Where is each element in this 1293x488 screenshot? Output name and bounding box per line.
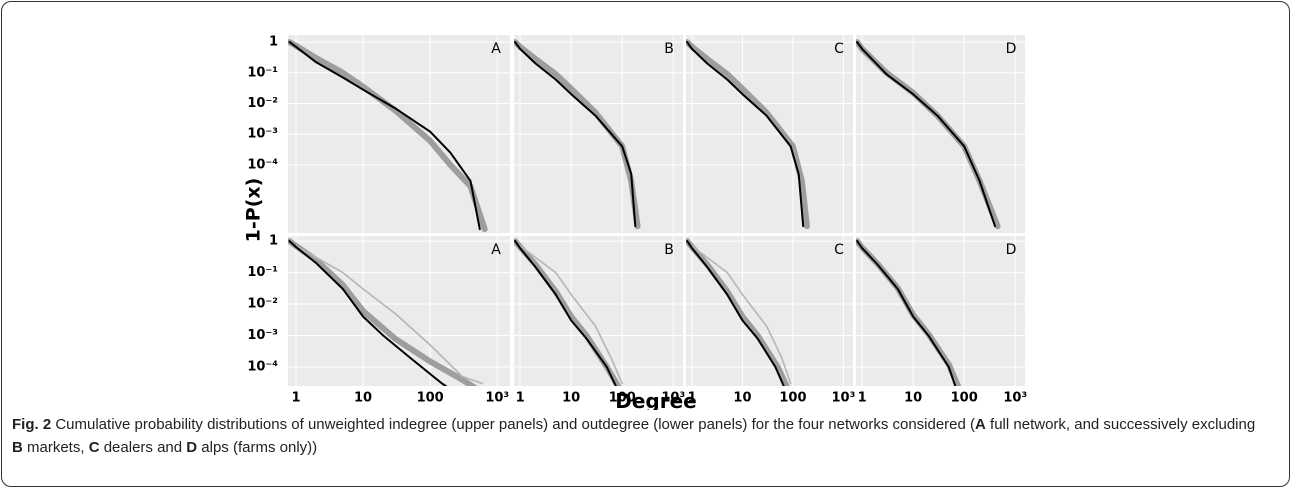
y-axis-label: 1-P(x) <box>243 178 265 243</box>
panel-label: D <box>1006 242 1017 258</box>
caption-text: Fig. 2 <box>12 416 52 433</box>
x-tick-label: 10³ <box>661 391 685 406</box>
x-tick-label: 100 <box>951 391 978 406</box>
series-line <box>514 39 641 230</box>
plot-area <box>514 238 624 386</box>
y-tick-label: 10⁻² <box>247 297 278 312</box>
y-tick-label: 10⁻⁴ <box>247 360 278 375</box>
panel-label: B <box>664 242 674 258</box>
panel-label: C <box>834 242 844 258</box>
x-tick-label: 10 <box>562 391 580 406</box>
caption-text: dealers and <box>99 439 187 456</box>
x-tick-label: 10³ <box>485 391 509 406</box>
y-tick-label: 1 <box>269 35 278 50</box>
plot-area <box>514 39 641 230</box>
chart: 1-P(x) Degree 1 10⁻¹ 10⁻² 10⁻³ 10⁻⁴ A B C D 1 10 10… <box>243 35 1028 410</box>
plot-area <box>856 39 1001 230</box>
series-line <box>856 41 996 228</box>
plot-area <box>288 238 484 386</box>
caption-text: A <box>975 416 986 433</box>
y-tick-label: 10⁻⁴ <box>247 157 278 172</box>
x-tick-label: 10 <box>904 391 922 406</box>
series-line <box>514 41 637 228</box>
caption-text: B <box>12 439 23 456</box>
x-tick-label: 100 <box>417 391 444 406</box>
caption-text: alps (farms only)) <box>197 439 318 456</box>
y-tick-label: 10⁻¹ <box>247 65 278 80</box>
plot-area <box>856 238 962 386</box>
series-line <box>856 240 957 386</box>
x-tick-label: 1 <box>687 391 696 406</box>
series-line <box>519 245 624 385</box>
y-tick-label: 10⁻³ <box>247 328 278 343</box>
caption-text: D <box>186 439 198 456</box>
panel-label: A <box>491 242 501 258</box>
caption-text: Cumulative probability distributions of … <box>51 416 976 433</box>
caption: Fig. 2 Cumulative probability distributi… <box>12 413 1262 459</box>
series-line <box>288 240 448 386</box>
panel-label: B <box>664 41 674 57</box>
x-tick-label: 10 <box>733 391 751 406</box>
series-line <box>691 245 792 385</box>
x-tick-label: 100 <box>609 391 636 406</box>
panel-background <box>856 236 1025 386</box>
x-tick-label: 10 <box>354 391 372 406</box>
panel-label: C <box>834 41 844 57</box>
panel-label: A <box>491 41 501 57</box>
panel-label: D <box>1006 41 1017 57</box>
y-tick-label: 1 <box>269 234 278 249</box>
series-line <box>686 39 810 230</box>
x-tick-label: 1 <box>858 391 867 406</box>
caption-text: C <box>88 439 100 456</box>
plot-area <box>686 238 792 386</box>
x-axis-label: Degree <box>615 389 696 410</box>
x-tick-label: 1 <box>516 391 525 406</box>
series-line <box>686 240 785 386</box>
x-tick-label: 100 <box>779 391 806 406</box>
y-tick-label: 10⁻³ <box>247 127 278 142</box>
series-line <box>514 240 617 386</box>
x-tick-label: 1 <box>291 391 300 406</box>
series-line <box>686 41 805 228</box>
series-line <box>288 41 481 231</box>
plot-area <box>686 39 810 230</box>
panel-background <box>288 236 510 386</box>
plot-area <box>288 39 488 233</box>
y-tick-label: 10⁻¹ <box>247 265 278 280</box>
caption-text: markets, <box>22 439 89 456</box>
caption-text: full network, and successively excluding <box>985 416 1256 433</box>
panel-background <box>514 236 683 386</box>
series-line <box>295 245 484 385</box>
x-tick-label: 10³ <box>831 391 855 406</box>
panel-background <box>686 236 853 386</box>
y-tick-label: 10⁻² <box>247 96 278 111</box>
x-tick-label: 10³ <box>1003 391 1027 406</box>
